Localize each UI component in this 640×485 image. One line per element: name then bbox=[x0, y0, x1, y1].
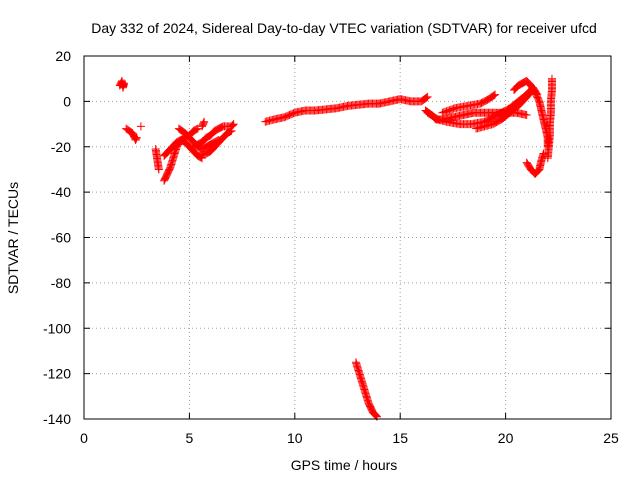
data-point bbox=[229, 120, 238, 129]
data-point bbox=[132, 134, 141, 143]
data-point bbox=[198, 121, 207, 130]
x-tick-label: 0 bbox=[80, 430, 88, 446]
data-point bbox=[422, 93, 431, 102]
x-tick-label: 10 bbox=[287, 430, 303, 446]
data-point bbox=[136, 122, 145, 131]
plot-frame bbox=[83, 55, 612, 420]
y-axis-label: SDTVAR / TECUs bbox=[5, 182, 21, 294]
series-layer bbox=[115, 74, 556, 421]
data-point bbox=[547, 74, 556, 83]
data-point bbox=[217, 123, 226, 132]
x-tick-label: 25 bbox=[603, 430, 619, 446]
x-tick-label: 15 bbox=[392, 430, 408, 446]
x-axis-label: GPS time / hours bbox=[291, 457, 398, 473]
data-point bbox=[199, 120, 208, 129]
data-point bbox=[191, 125, 200, 134]
chart-title: Day 332 of 2024, Sidereal Day-to-day VTE… bbox=[91, 20, 597, 36]
data-point bbox=[525, 90, 534, 99]
data-point bbox=[192, 125, 201, 134]
data-point bbox=[491, 90, 500, 99]
y-tick-label: -120 bbox=[43, 366, 71, 382]
data-point bbox=[120, 79, 129, 88]
data-point bbox=[154, 165, 163, 174]
data-point bbox=[488, 92, 497, 101]
y-tick-label: -40 bbox=[51, 184, 71, 200]
data-point bbox=[490, 91, 499, 100]
tick-layer: 0 5 10 15 20 25 20 0 -20 -40 -60 -80 -100 -120 -140 bbox=[43, 48, 619, 446]
data-point bbox=[225, 128, 234, 137]
y-tick-label: -80 bbox=[51, 275, 71, 291]
grid-layer bbox=[84, 56, 611, 419]
data-point bbox=[228, 121, 237, 130]
y-tick-label: 0 bbox=[63, 93, 71, 109]
data-point bbox=[227, 126, 236, 135]
y-tick-label: -100 bbox=[43, 320, 71, 336]
data-point bbox=[228, 120, 237, 129]
data-point bbox=[193, 124, 202, 133]
data-point bbox=[199, 118, 208, 127]
y-tick-label: -20 bbox=[51, 139, 71, 155]
x-tick-label: 5 bbox=[186, 430, 194, 446]
y-tick-label: 20 bbox=[55, 48, 71, 64]
data-point bbox=[371, 411, 380, 420]
data-point bbox=[423, 92, 432, 101]
y-tick-label: -60 bbox=[51, 230, 71, 246]
data-point bbox=[200, 117, 209, 126]
x-tick-label: 20 bbox=[498, 430, 514, 446]
data-point bbox=[522, 110, 531, 119]
y-tick-label: -140 bbox=[43, 411, 71, 427]
data-point bbox=[421, 94, 430, 103]
data-point bbox=[132, 133, 141, 142]
data-point bbox=[226, 127, 235, 136]
